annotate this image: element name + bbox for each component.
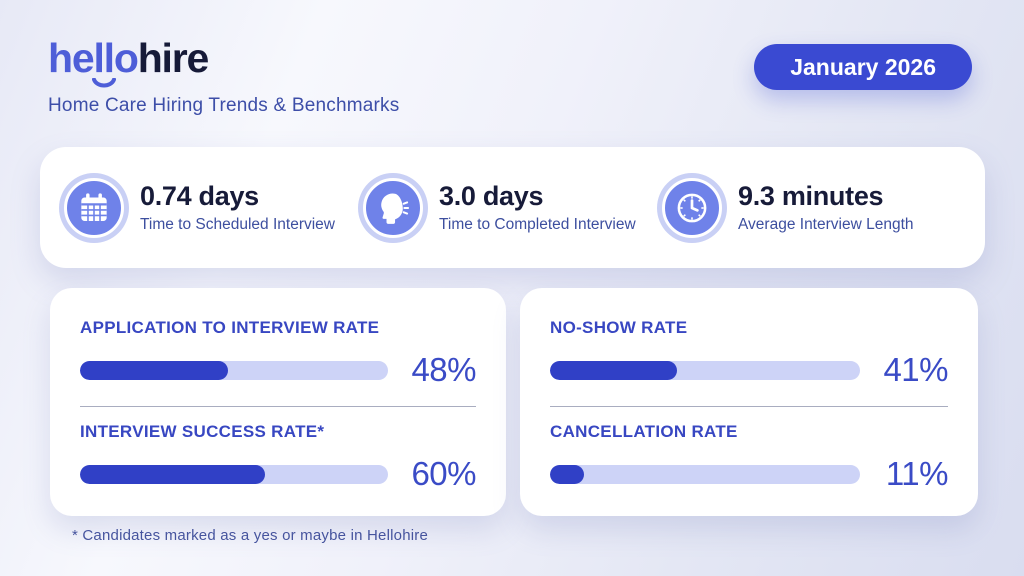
metric-interview-success: INTERVIEW SUCCESS RATE* 60% [80, 422, 477, 493]
stat-time-to-scheduled: 0.74 days Time to Scheduled Interview [64, 177, 363, 238]
stat-label: Average Interview Length [738, 216, 914, 233]
metrics-card-right: NO-SHOW RATE 41% CANCELLATION RATE 11% [520, 288, 978, 516]
stat-text: 0.74 days Time to Scheduled Interview [140, 181, 335, 234]
stat-text: 3.0 days Time to Completed Interview [439, 181, 636, 234]
date-badge-label: January 2026 [790, 53, 936, 80]
metric-value: 41% [883, 351, 948, 388]
stat-interview-length: 9.3 minutes Average Interview Length [662, 177, 961, 238]
progress-bar-fill [550, 464, 585, 484]
stat-label: Time to Scheduled Interview [140, 216, 335, 233]
logo-text-hire: hire [137, 35, 210, 81]
metric-value: 60% [411, 455, 476, 492]
metric-cancellation: CANCELLATION RATE 11% [550, 422, 949, 493]
progress-bar-track [80, 360, 388, 380]
summary-stats-card: 0.74 days Time to Scheduled Interview 3.… [40, 147, 985, 268]
progress-bar-track [80, 464, 388, 484]
metric-value: 48% [411, 351, 476, 388]
metric-value: 11% [885, 455, 949, 492]
metric-label: INTERVIEW SUCCESS RATE* [80, 422, 325, 441]
logo-text-ll: ll [92, 38, 117, 88]
smile-icon [92, 78, 117, 88]
stat-label: Time to Completed Interview [439, 216, 636, 233]
speaking-head-icon [363, 177, 423, 238]
stat-value: 3.0 days [439, 181, 544, 211]
stat-text: 9.3 minutes Average Interview Length [738, 181, 914, 234]
progress-bar-fill [80, 360, 228, 380]
logo-text-he: he [48, 35, 95, 81]
metric-label: CANCELLATION RATE [550, 422, 738, 441]
metric-label: NO-SHOW RATE [550, 318, 688, 337]
logo-text-o: o [113, 35, 139, 81]
stat-time-to-completed: 3.0 days Time to Completed Interview [363, 177, 662, 238]
metric-no-show: NO-SHOW RATE 41% [550, 318, 949, 389]
stat-value: 9.3 minutes [738, 181, 884, 211]
metric-label: APPLICATION TO INTERVIEW RATE [80, 318, 380, 337]
metrics-card-left: APPLICATION TO INTERVIEW RATE 48% INTERV… [50, 288, 506, 516]
hellohire-logo: hell ohire [48, 35, 399, 88]
footnote: * Candidates marked as a yes or maybe in… [72, 527, 429, 544]
progress-bar-fill [80, 464, 265, 484]
calendar-icon [64, 177, 124, 238]
progress-bar-track [550, 464, 860, 484]
page-title: Home Care Hiring Trends & Benchmarks [48, 95, 400, 116]
progress-bar-fill [550, 360, 678, 380]
divider [80, 406, 476, 407]
stat-value: 0.74 days [140, 181, 259, 211]
date-badge: January 2026 [754, 44, 972, 90]
progress-bar-track [550, 360, 860, 380]
clock-icon [662, 177, 722, 238]
divider [550, 406, 948, 407]
brand-header: hell ohire Home Care Hiring Trends & Benc… [48, 38, 399, 117]
metric-application-to-interview: APPLICATION TO INTERVIEW RATE 48% [80, 318, 477, 389]
